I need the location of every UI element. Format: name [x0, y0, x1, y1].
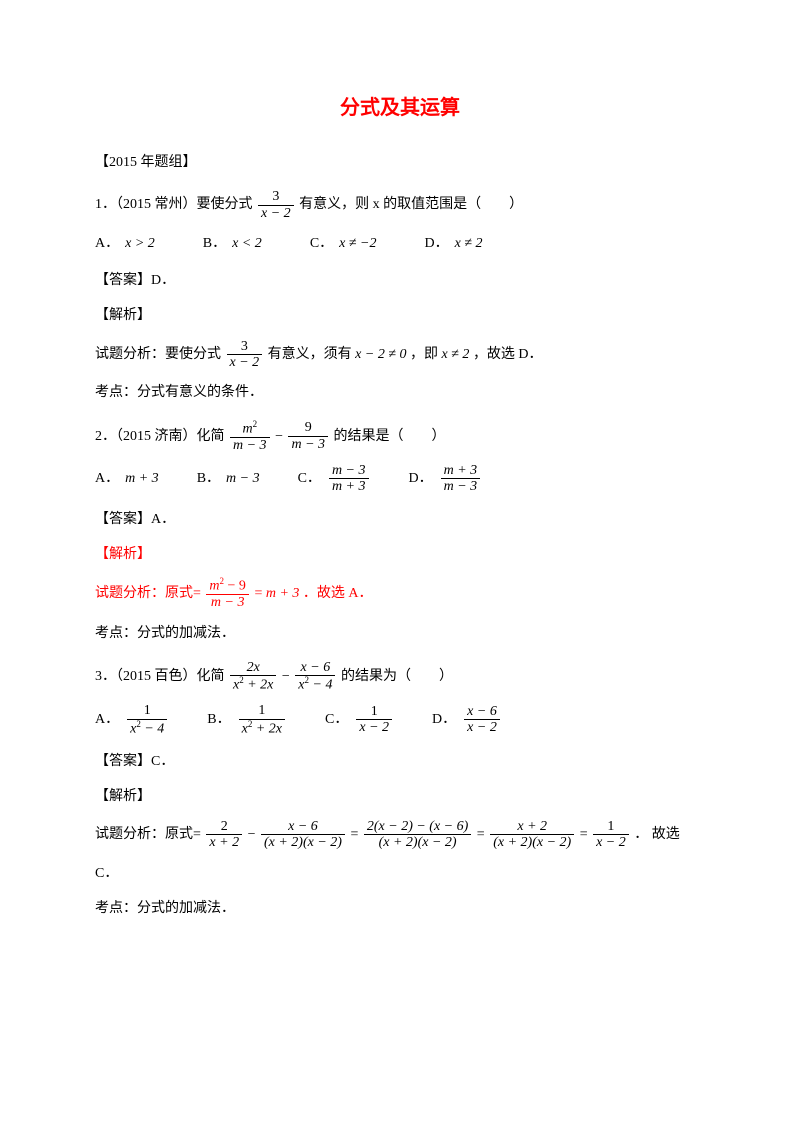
q2-opt-d: D． m + 3m − 3 — [409, 463, 483, 495]
q1-kaodian: 考点：分式有意义的条件． — [95, 380, 705, 405]
q1-opt-d: D．x ≠ 2 — [425, 231, 483, 256]
q2-opt-b: B．m − 3 — [197, 463, 260, 495]
q2-answer: 【答案】A． — [95, 507, 705, 532]
q1-stem-pre: 1．（2015 常州）要使分式 — [95, 197, 253, 212]
q3-answer: 【答案】C． — [95, 749, 705, 774]
q2-analysis: 试题分析：原式= m2 − 9 m − 3 = m + 3 ．故选 A． — [95, 577, 705, 610]
q1-frac: 3 x − 2 — [258, 189, 294, 221]
q1-answer: 【答案】D． — [95, 268, 705, 293]
q3-analysis-label: 【解析】 — [95, 784, 705, 809]
q2-kaodian: 考点：分式的加减法． — [95, 621, 705, 646]
q1-stem: 1．（2015 常州）要使分式 3 x − 2 有意义，则 x 的取值范围是（ … — [95, 189, 705, 221]
q2-analysis-label: 【解析】 — [95, 542, 705, 567]
q1-options: A．x > 2 B．x < 2 C．x ≠ −2 D．x ≠ 2 — [95, 231, 705, 256]
q2-opt-a: A．m + 3 — [95, 463, 159, 495]
group-header: 【2015 年题组】 — [95, 150, 705, 175]
q1-analysis-label: 【解析】 — [95, 303, 705, 328]
q3-options: A． 1x2 − 4 B． 1x2 + 2x C． 1x − 2 D． x − … — [95, 703, 705, 736]
q1-analysis: 试题分析：要使分式 3 x − 2 有意义，须有 x − 2 ≠ 0 ，即 x … — [95, 339, 705, 371]
q3-analysis: 试题分析：原式= 2x + 2 − x − 6(x + 2)(x − 2) = … — [95, 819, 705, 851]
q2-opt-c: C． m − 3m + 3 — [298, 463, 371, 495]
q2-options: A．m + 3 B．m − 3 C． m − 3m + 3 D． m + 3m … — [95, 463, 705, 495]
q3-opt-d: D． x − 6x − 2 — [432, 703, 502, 736]
q3-kaodian: 考点：分式的加减法． — [95, 896, 705, 921]
q1-stem-post: 有意义，则 x 的取值范围是（ ） — [299, 197, 523, 212]
q1-opt-b: B．x < 2 — [203, 231, 262, 256]
q3-opt-b: B． 1x2 + 2x — [207, 703, 287, 736]
q3-stem: 3．（2015 百色）化简 2x x2 + 2x − x − 6 x2 − 4 … — [95, 660, 705, 693]
page-title: 分式及其运算 — [95, 90, 705, 126]
q1-opt-c: C．x ≠ −2 — [310, 231, 377, 256]
q3-opt-a: A． 1x2 − 4 — [95, 703, 169, 736]
q3-final: C． — [95, 861, 705, 886]
q3-opt-c: C． 1x − 2 — [325, 703, 394, 736]
q2-stem: 2．（2015 济南）化简 m2 m − 3 − 9 m − 3 的结果是（ ） — [95, 420, 705, 453]
q1-opt-a: A．x > 2 — [95, 231, 155, 256]
